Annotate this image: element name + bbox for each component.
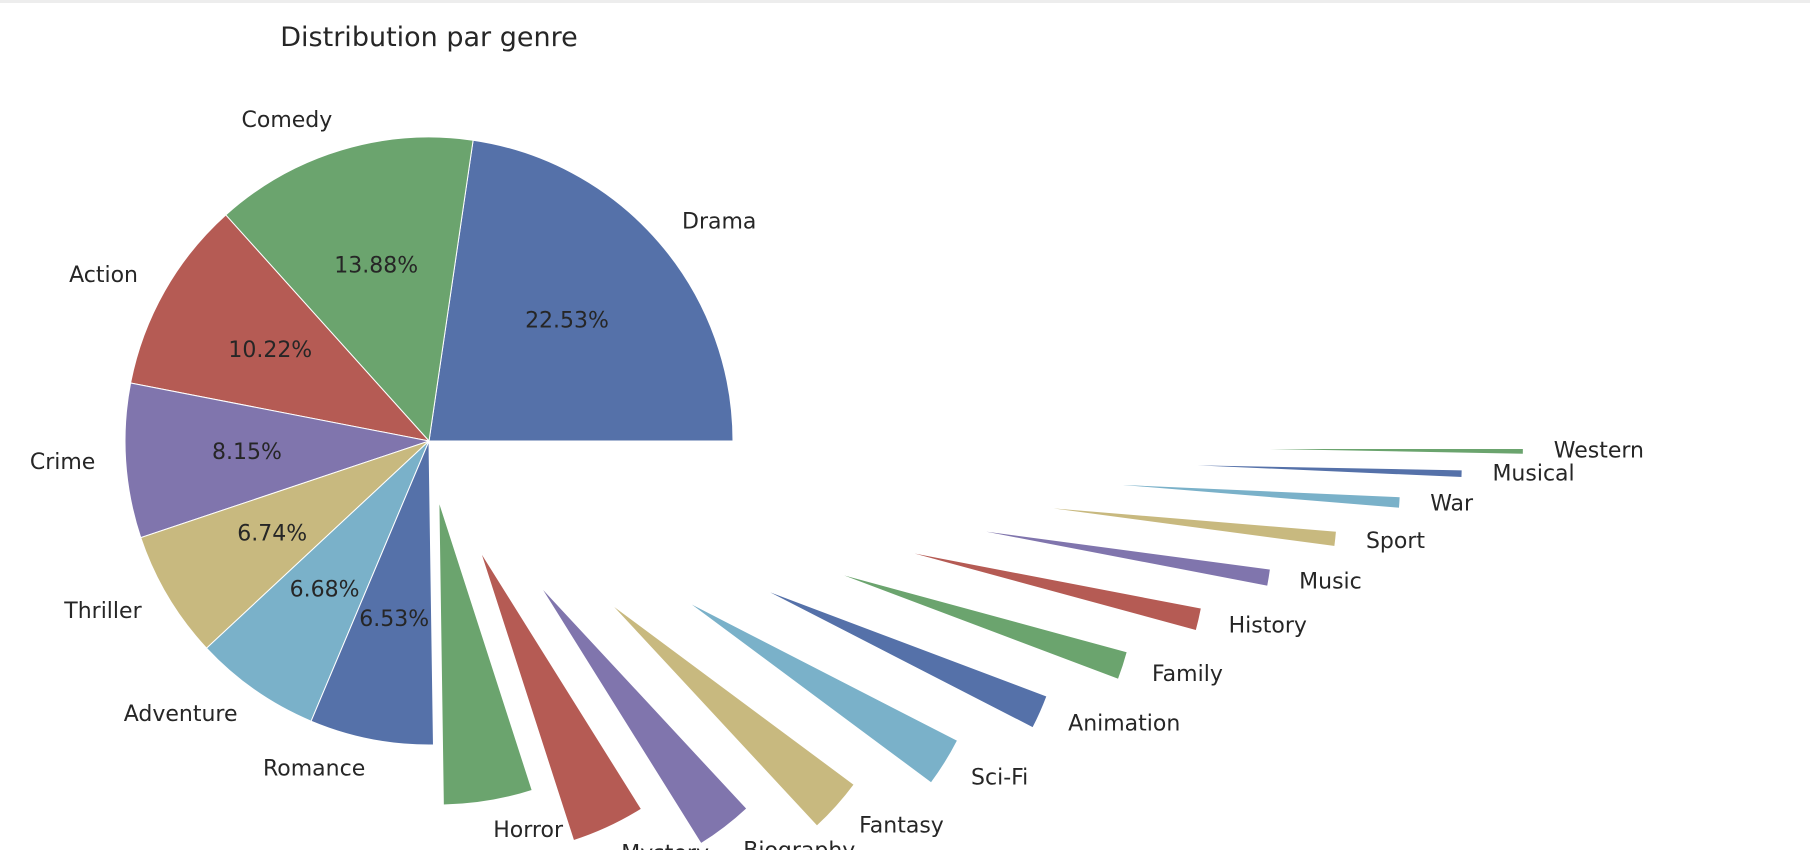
slice-label-history: History bbox=[1229, 613, 1307, 638]
pie-labels: Drama 22.53% Comedy 13.88% Action 10.22% Crime… bbox=[30, 108, 1644, 850]
pie-slice-biography bbox=[539, 585, 748, 845]
pie-slice-horror bbox=[438, 500, 533, 806]
pie-slices bbox=[124, 136, 1524, 845]
pie-slice-drama bbox=[428, 139, 734, 442]
slice-pct-romance: 6.53% bbox=[359, 607, 429, 632]
slice-label-music: Music bbox=[1299, 570, 1362, 595]
pie-slice-action bbox=[129, 214, 431, 442]
pie-slice-sci-fi bbox=[686, 601, 959, 784]
slice-label-drama: Drama bbox=[682, 209, 756, 234]
pie-slice-adventure bbox=[205, 440, 430, 722]
slice-label-war: War bbox=[1430, 491, 1474, 516]
pie-slice-romance bbox=[310, 440, 434, 746]
pie-slice-thriller bbox=[140, 440, 430, 649]
slice-pct-crime: 8.15% bbox=[212, 440, 282, 465]
slice-pct-comedy: 13.88% bbox=[334, 253, 418, 278]
slice-label-horror: Horror bbox=[493, 818, 564, 843]
pie-slice-sport bbox=[1033, 505, 1337, 548]
slice-label-romance: Romance bbox=[263, 756, 365, 781]
pie-slice-crime bbox=[124, 382, 431, 539]
pie-slice-family bbox=[833, 571, 1128, 680]
slice-pct-drama: 22.53% bbox=[525, 309, 609, 334]
pie-slice-mystery bbox=[479, 550, 643, 842]
slice-label-musical: Musical bbox=[1492, 462, 1574, 487]
slice-pct-adventure: 6.68% bbox=[290, 578, 360, 603]
slice-label-mystery: Mystery bbox=[621, 841, 709, 850]
slice-label-fantasy: Fantasy bbox=[859, 813, 944, 838]
pie-slice-western bbox=[1219, 447, 1524, 455]
slice-label-action: Action bbox=[69, 263, 138, 288]
pie-slice-music bbox=[969, 528, 1271, 587]
pie-slice-war bbox=[1096, 482, 1401, 509]
slice-label-biography: Biography bbox=[743, 838, 855, 850]
slice-label-western: Western bbox=[1554, 439, 1644, 464]
slice-label-animation: Animation bbox=[1068, 712, 1180, 737]
slice-label-sci-fi: Sci-Fi bbox=[971, 765, 1028, 790]
top-divider bbox=[0, 0, 1810, 3]
slice-label-adventure: Adventure bbox=[124, 702, 238, 727]
slice-label-crime: Crime bbox=[30, 450, 95, 475]
pie-slice-animation bbox=[762, 588, 1048, 729]
slice-label-sport: Sport bbox=[1366, 529, 1425, 554]
pie-slice-fantasy bbox=[609, 602, 855, 827]
slice-label-thriller: Thriller bbox=[63, 599, 142, 624]
slice-pct-thriller: 6.74% bbox=[237, 521, 307, 546]
pie-slice-musical bbox=[1158, 463, 1463, 479]
slice-label-family: Family bbox=[1152, 662, 1223, 687]
slice-pct-action: 10.22% bbox=[228, 338, 312, 363]
pie-slice-comedy bbox=[225, 136, 474, 443]
chart-title: Distribution par genre bbox=[280, 22, 577, 53]
pie-slice-history bbox=[902, 550, 1202, 632]
slice-label-comedy: Comedy bbox=[242, 108, 333, 133]
